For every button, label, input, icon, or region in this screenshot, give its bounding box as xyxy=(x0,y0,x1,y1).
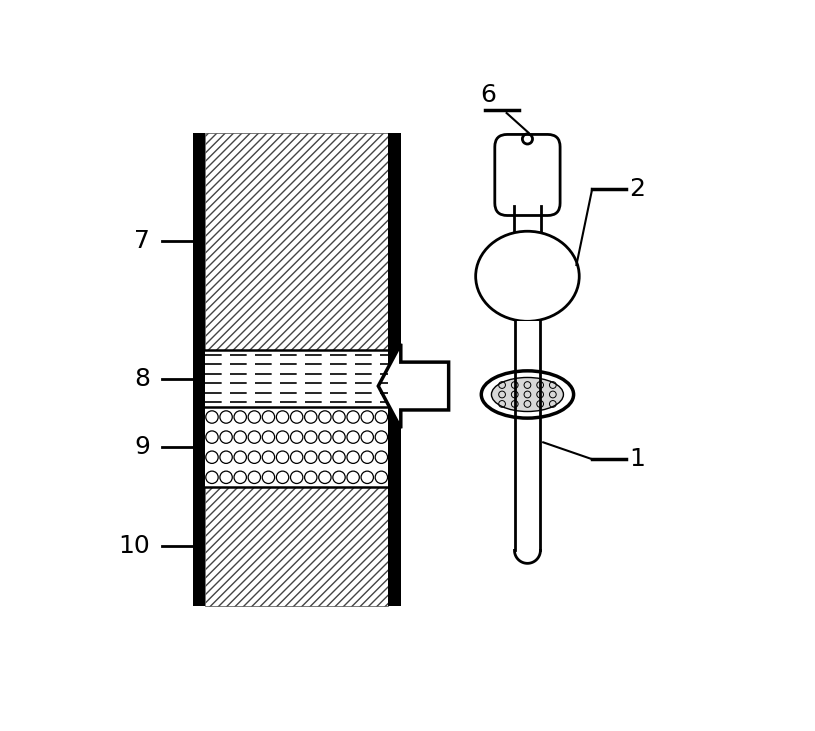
Text: 2: 2 xyxy=(628,177,645,201)
Bar xyxy=(205,133,389,350)
Bar xyxy=(205,488,389,605)
Text: 9: 9 xyxy=(134,435,150,459)
Bar xyxy=(205,407,389,488)
Text: 10: 10 xyxy=(118,534,150,558)
Text: 6: 6 xyxy=(480,83,496,107)
Ellipse shape xyxy=(476,231,579,322)
Text: 7: 7 xyxy=(134,230,150,254)
Text: 1: 1 xyxy=(628,447,645,471)
Polygon shape xyxy=(378,344,448,428)
Text: 8: 8 xyxy=(134,367,150,390)
Bar xyxy=(514,322,540,564)
Ellipse shape xyxy=(491,377,563,412)
Bar xyxy=(389,133,401,605)
Bar xyxy=(192,133,205,605)
Bar xyxy=(205,350,389,407)
